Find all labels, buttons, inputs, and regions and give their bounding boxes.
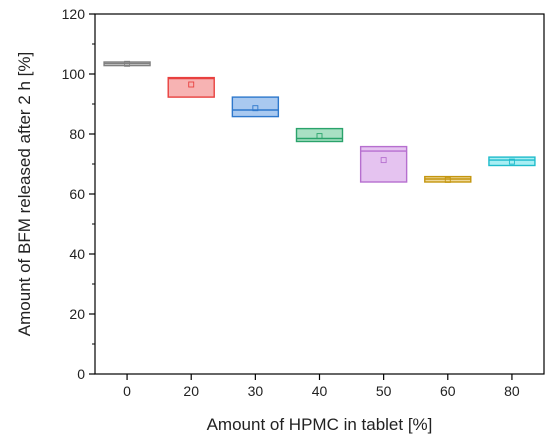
- y-tick-label: 40: [69, 246, 85, 262]
- box-20: [167, 76, 215, 98]
- y-tick-label: 60: [69, 186, 85, 202]
- box-50: [359, 145, 408, 183]
- box-mean-marker: [316, 133, 323, 140]
- box-series: [103, 60, 536, 183]
- x-axis-title: Amount of HPMC in tablet [%]: [207, 415, 433, 434]
- y-tick-label: 0: [77, 366, 85, 382]
- box-mean-marker: [508, 158, 515, 165]
- box-30: [231, 96, 280, 118]
- plot-border: [94, 13, 545, 375]
- box-80: [488, 156, 536, 167]
- box-60: [424, 175, 472, 183]
- box-iqr: [295, 127, 344, 143]
- y-tick-label: 80: [69, 126, 85, 142]
- box-mean-marker: [188, 81, 195, 88]
- box-40: [295, 127, 344, 143]
- y-tick-label: 120: [62, 6, 86, 22]
- box-mean-marker: [124, 60, 131, 67]
- box-iqr: [359, 145, 408, 183]
- box-iqr: [231, 96, 280, 118]
- x-tick-label: 80: [504, 383, 520, 399]
- box-mean-marker: [252, 105, 259, 112]
- x-tick-label: 0: [123, 383, 131, 399]
- x-tick-label: 60: [440, 383, 456, 399]
- y-tick-label: 100: [62, 66, 86, 82]
- x-tick-label: 50: [376, 383, 392, 399]
- box-mean-marker: [380, 157, 387, 164]
- y-tick-label: 20: [69, 306, 85, 322]
- x-tick-label: 40: [312, 383, 328, 399]
- x-tick-label: 30: [248, 383, 264, 399]
- box-0: [103, 60, 151, 67]
- plot-frame: [94, 13, 545, 375]
- x-tick-label: 20: [183, 383, 199, 399]
- x-axis: 0 20 30 40 50 60 80: [123, 374, 520, 399]
- box-mean-marker: [444, 176, 451, 183]
- box-iqr: [488, 156, 536, 167]
- y-axis: 0 20 40 60 80 100 120: [62, 6, 95, 382]
- y-axis-title: Amount of BFM released after 2 h [%]: [15, 52, 34, 336]
